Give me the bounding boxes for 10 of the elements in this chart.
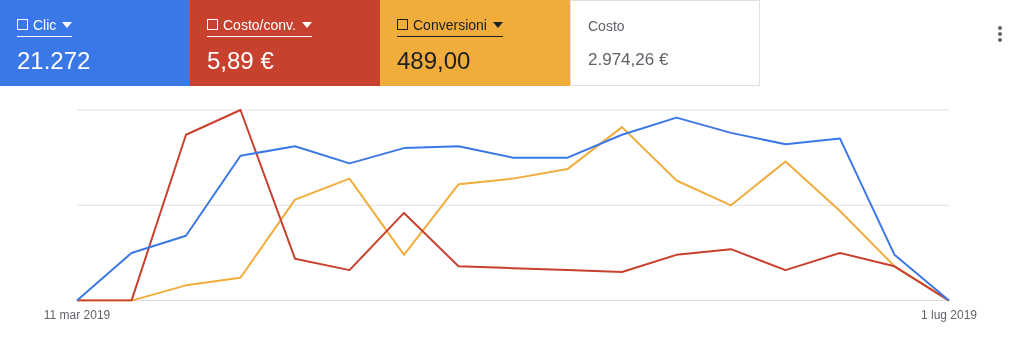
legend-label: Clic bbox=[33, 16, 57, 33]
text: 489,00 bbox=[397, 46, 472, 75]
legend-label: Conversioni bbox=[413, 16, 487, 33]
text: 2.974,26 € bbox=[588, 50, 670, 70]
legend-label: Costo/conv. bbox=[223, 16, 296, 33]
text: Costo bbox=[588, 18, 626, 34]
text: 5,89 € bbox=[207, 46, 275, 75]
x-tick-label: 1 lug 2019 bbox=[920, 308, 978, 323]
x-tick-label: 11 mar 2019 bbox=[43, 308, 111, 323]
text: 21.272 bbox=[17, 46, 92, 75]
